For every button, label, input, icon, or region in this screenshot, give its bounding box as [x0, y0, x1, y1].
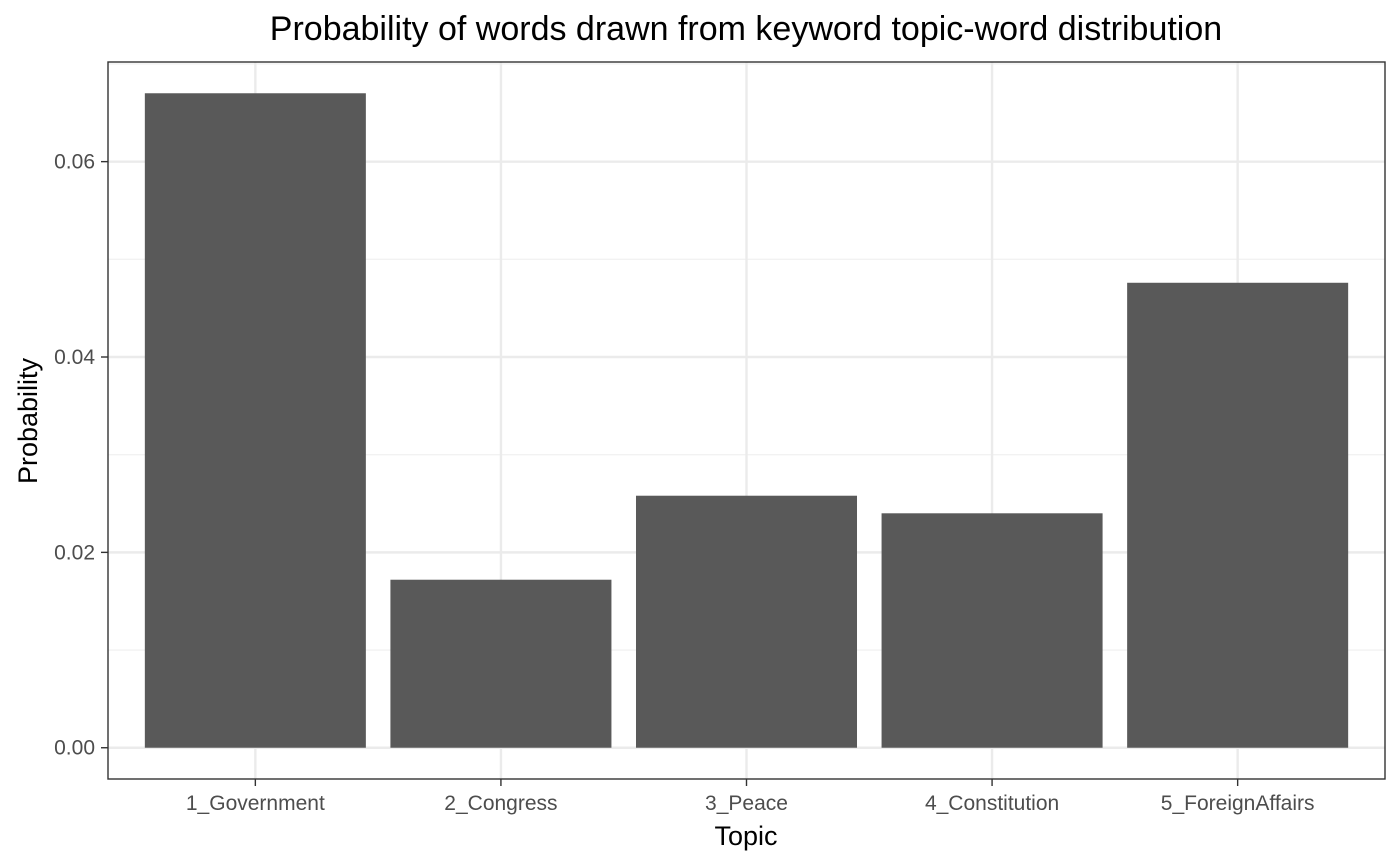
x-tick-label: 5_ForeignAffairs [1161, 792, 1315, 815]
bar-5-foreignaffairs [1127, 282, 1349, 748]
x-tick-label: 1_Government [186, 792, 325, 815]
y-axis-title: Probability [13, 357, 43, 484]
x-tick-label: 3_Peace [705, 792, 788, 815]
bar-3-peace [635, 495, 858, 748]
x-tick-label: 4_Constitution [925, 792, 1059, 815]
x-tick-label: 2_Congress [444, 792, 557, 815]
plot-area: 0.00 0.02 0.04 0.06 1_Government 2_Congress 3_… [54, 61, 1386, 815]
x-axis-title: Topic [714, 821, 777, 851]
y-tick-label: 0.06 [54, 151, 95, 174]
chart-title: Probability of words drawn from keyword … [270, 10, 1222, 48]
y-tick-label: 0.00 [54, 737, 95, 760]
y-tick-label: 0.04 [54, 346, 95, 369]
bar-2-congress [390, 579, 612, 748]
bar-1-government [144, 93, 366, 748]
y-tick-label: 0.02 [54, 541, 95, 564]
bar-4-constitution [881, 513, 1103, 748]
